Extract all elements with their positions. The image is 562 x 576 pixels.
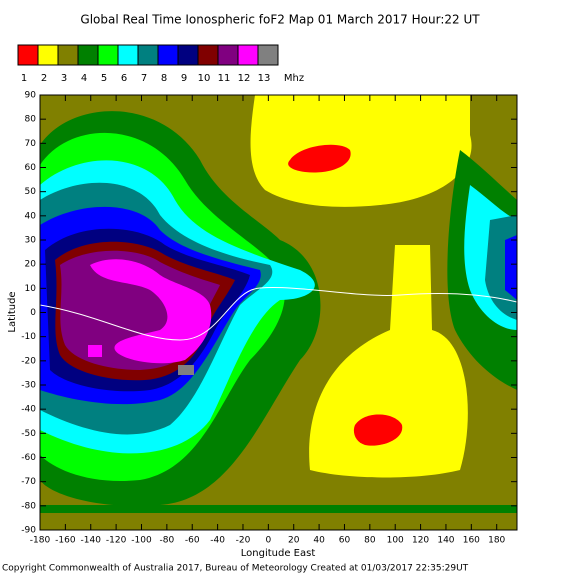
y-tick-label: 20 [25,260,37,270]
y-tick-label: -10 [21,332,36,342]
x-tick-label: 40 [313,536,325,546]
legend-label: 10 [198,73,211,84]
legend-swatch [217,44,239,66]
footer: Copyright Commonwealth of Australia 2017… [2,564,469,574]
x-tick-label: 180 [488,536,505,546]
y-tick-label: -90 [21,526,36,536]
y-tick-label: 0 [30,308,36,318]
legend-swatch [137,44,159,66]
x-tick-label: -180 [30,536,51,546]
x-tick-label: -120 [106,536,127,546]
x-tick-label: -160 [55,536,76,546]
x-tick-label: -20 [236,536,251,546]
legend-swatch [17,44,39,66]
x-axis-label: Longitude East [241,548,316,559]
y-tick-label: 80 [25,115,37,125]
x-tick-label: -40 [210,536,225,546]
legend-label: 5 [101,73,107,84]
legend-label: 12 [238,73,251,84]
legend-label: 9 [181,73,187,84]
x-tick-label: -140 [81,536,102,546]
legend-swatch [197,44,219,66]
legend-unit: Mhz [284,73,304,84]
x-tick-label: 140 [437,536,454,546]
y-tick-label: 40 [25,211,37,221]
legend-swatch [157,44,179,66]
y-tick-label: 10 [25,284,37,294]
legend-label: 4 [81,73,87,84]
chart-title: Global Real Time Ionospheric foF2 Map 01… [80,13,480,27]
legend-swatch [97,44,119,66]
y-tick-label: -30 [21,381,36,391]
x-tick-label: -100 [131,536,152,546]
x-tick-label: 20 [288,536,300,546]
y-tick-label: -50 [21,429,36,439]
y-axis-label: Latitude [7,291,18,332]
x-tick-label: -60 [185,536,200,546]
legend-swatch [37,44,59,66]
x-tick-label: 120 [412,536,429,546]
x-tick-label: 100 [387,536,404,546]
x-tick-label: -80 [160,536,175,546]
legend-label: 1 [21,73,27,84]
contour-map [40,95,517,530]
x-tick-label: 80 [364,536,376,546]
legend-label: 11 [218,73,231,84]
legend-label: 2 [41,73,47,84]
legend-swatch [77,44,99,66]
legend-label: 8 [161,73,167,84]
x-tick-label: 60 [339,536,351,546]
legend-swatch [177,44,199,66]
legend-swatch [257,44,279,66]
y-tick-label: -70 [21,477,36,487]
y-tick-label: 70 [25,139,37,149]
y-tick-label: 30 [25,236,37,246]
x-tick-label: 160 [463,536,480,546]
x-tick-label: 0 [265,536,271,546]
legend-label: 3 [61,73,67,84]
y-tick-label: 60 [25,163,37,173]
y-tick-label: -20 [21,356,36,366]
y-tick-label: -40 [21,405,36,415]
legend-label: 13 [258,73,271,84]
legend-swatch [57,44,79,66]
legend-swatch [117,44,139,66]
legend-swatch [237,44,259,66]
y-tick-label: -80 [21,501,36,511]
legend-label: 7 [141,73,147,84]
legend-label: 6 [121,73,127,84]
y-tick-label: -60 [21,453,36,463]
y-tick-label: 90 [25,91,37,101]
y-tick-label: 50 [25,187,37,197]
